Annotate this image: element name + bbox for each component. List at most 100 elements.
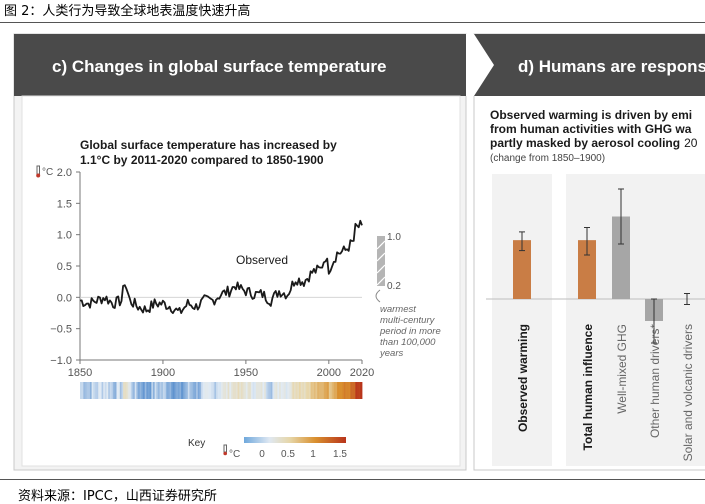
warming-stripe — [234, 382, 237, 399]
bottom-rule — [0, 479, 705, 480]
warming-stripe — [217, 382, 220, 399]
key-unit: °C — [229, 449, 240, 460]
range-note: warmest multi-century period in more tha… — [379, 304, 441, 359]
warming-stripe — [264, 382, 267, 399]
warming-stripe — [312, 382, 315, 399]
warming-stripe — [94, 382, 97, 399]
warming-stripe — [199, 382, 202, 399]
warming-stripe — [260, 382, 263, 399]
warming-stripe — [129, 382, 132, 399]
panel-d-subtitle-3-main: partly masked by aerosol cooling — [490, 136, 680, 150]
x-tick-label: 2000 — [317, 367, 341, 379]
x-tick-label: 1950 — [234, 367, 258, 379]
figure-title: 图 2：人类行为导致全球地表温度快速升高 — [4, 4, 251, 19]
range-note-line-1: warmest — [380, 304, 416, 315]
warming-stripe — [148, 382, 151, 399]
warming-stripe — [333, 382, 336, 399]
key-thermometer-icon — [223, 444, 227, 456]
warming-stripe — [292, 382, 295, 399]
warming-stripe — [179, 382, 182, 399]
warming-stripe — [191, 382, 194, 399]
warming-stripe — [279, 382, 282, 399]
warming-stripe — [118, 382, 121, 399]
y-tick-label: 1.0 — [57, 230, 72, 242]
warming-stripe — [320, 382, 323, 399]
key-tick-2: 1 — [310, 449, 316, 460]
warming-stripe — [227, 382, 230, 399]
warming-stripe — [267, 382, 270, 399]
warming-stripe — [157, 382, 161, 399]
top-rule — [0, 22, 705, 23]
warming-stripe — [194, 382, 197, 399]
panel-d-subtitle-1: Observed warming is driven by emi — [490, 108, 692, 122]
warming-stripe — [305, 382, 308, 399]
warming-stripe — [164, 382, 167, 399]
warming-stripe — [337, 382, 340, 399]
y-axis: −1.0 −0.5 0.0 0.5 1.0 1.5 2.0 — [50, 167, 362, 367]
warming-stripe — [159, 382, 162, 399]
panel-c-subtitle-1: Global surface temperature has increased… — [80, 138, 337, 152]
bar-category-label: Other human drivers* — [648, 324, 662, 438]
range-note-line-4: than 100,000 — [380, 337, 436, 348]
key-tick-3: 1.5 — [333, 449, 347, 460]
warming-stripe — [250, 382, 253, 399]
key-tick-1: 0.5 — [281, 449, 295, 460]
key-label: Key — [188, 438, 205, 449]
warming-stripe — [123, 382, 126, 399]
warming-stripe — [345, 382, 348, 399]
warming-stripe — [254, 382, 257, 399]
warming-stripe — [143, 382, 146, 399]
warming-stripe — [119, 382, 122, 399]
panel-header-arrow — [466, 34, 497, 96]
warmest-period-range: 1.0 0.2 — [375, 232, 401, 303]
y-tick-label: 2.0 — [57, 167, 72, 179]
x-axis: 1850 1900 1950 2000 2020 — [68, 359, 374, 379]
warming-stripe — [152, 382, 156, 399]
warming-stripe — [169, 382, 172, 399]
panel-c-header — [14, 34, 466, 96]
range-bottom-label: 0.2 — [387, 281, 401, 292]
warming-stripe — [307, 382, 310, 399]
bar — [513, 240, 531, 299]
warming-stripe — [156, 382, 159, 399]
warming-stripe — [240, 382, 243, 399]
panel-d-header-text: d) Humans are respons — [518, 57, 705, 76]
bar-column-bg-1 — [492, 174, 552, 466]
warming-stripe — [197, 382, 200, 399]
warming-stripe — [192, 382, 195, 399]
warming-stripe — [328, 382, 331, 399]
warming-stripe — [275, 382, 278, 399]
bar-column-bg-2 — [566, 174, 705, 466]
warming-stripe — [282, 382, 285, 399]
thermometer-icon — [36, 165, 41, 178]
range-top-label: 1.0 — [387, 232, 401, 243]
warming-stripe — [162, 382, 165, 399]
warming-stripe — [206, 382, 209, 399]
y-tick-label: −1.0 — [50, 355, 72, 367]
bar-category-label: Total human influence — [581, 324, 595, 451]
y-tick-label: 0.5 — [57, 261, 72, 273]
warming-stripe — [274, 382, 277, 399]
warming-stripe — [317, 382, 320, 399]
warming-stripe — [214, 382, 217, 399]
warming-stripe — [211, 382, 214, 399]
warming-stripe — [176, 382, 179, 399]
warming-stripe — [265, 382, 268, 399]
range-note-line-3: period in more — [379, 326, 441, 337]
warming-stripe — [136, 382, 139, 399]
warming-stripe — [99, 382, 102, 399]
warming-stripe — [103, 382, 106, 399]
range-note-line-2: multi-century — [380, 315, 436, 326]
warming-stripe — [313, 382, 316, 399]
warming-stripe — [239, 382, 242, 399]
warming-stripe — [167, 382, 170, 399]
key-tick-0: 0 — [259, 449, 265, 460]
warming-stripe — [327, 382, 330, 399]
bar-category-label: Solar and volcanic drivers — [681, 324, 695, 461]
warming-stripe — [235, 382, 238, 399]
observed-line — [79, 219, 363, 314]
warming-stripe — [177, 382, 180, 399]
warming-stripe — [302, 382, 305, 399]
warming-stripe — [252, 382, 255, 399]
range-note-line-5: years — [379, 348, 403, 359]
